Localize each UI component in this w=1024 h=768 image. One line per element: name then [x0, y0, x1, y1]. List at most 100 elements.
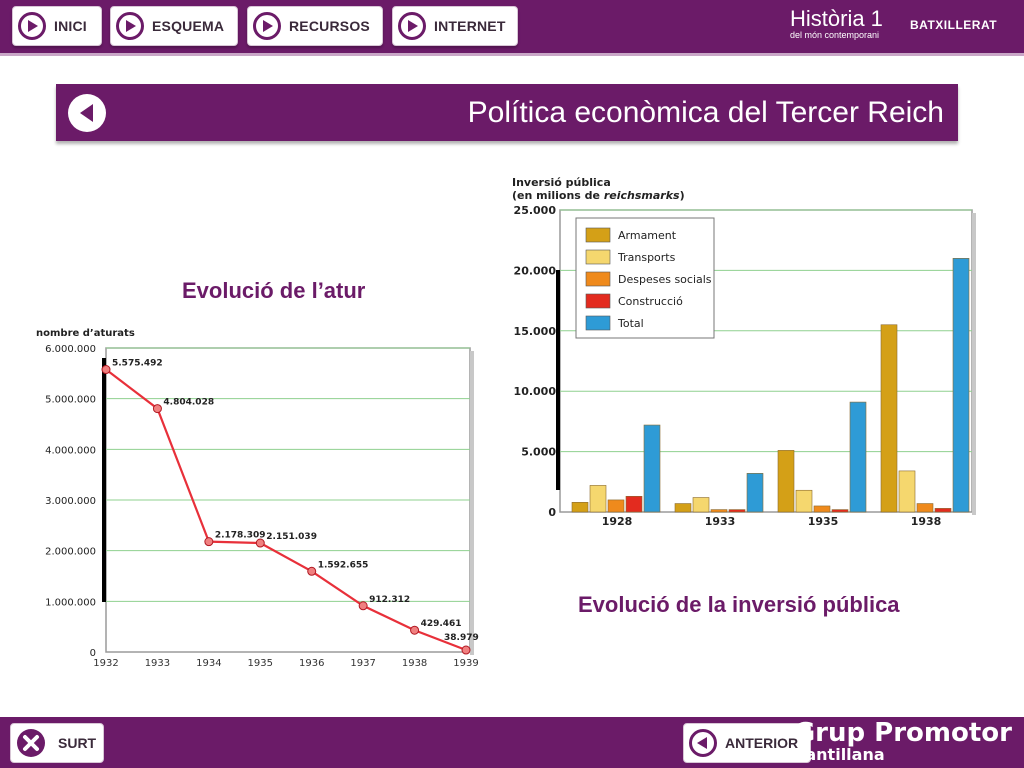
data-label: 2.151.039: [266, 532, 317, 542]
bar-total: [952, 258, 970, 513]
nav-button-recursos[interactable]: RECURSOS: [247, 6, 383, 46]
bar-despeses-socials: [607, 499, 625, 513]
legend-label: Construcció: [618, 295, 683, 308]
y-tick-label: 25.000: [514, 204, 557, 217]
x-tick-label: 1934: [196, 658, 221, 669]
y-axis-label-line1: Inversió pública: [512, 176, 611, 189]
exit-button[interactable]: SURT: [10, 723, 104, 763]
previous-arrow-icon: [689, 729, 717, 757]
logo-line1: Grup Promotor: [793, 718, 1012, 748]
back-arrow-icon: [80, 104, 93, 122]
y-axis-bar: [556, 270, 560, 490]
series-line: [105, 368, 467, 652]
y-tick-label: 5.000.000: [45, 395, 96, 406]
y-tick-label: 4.000.000: [45, 445, 96, 456]
y-tick-label: 6.000.000: [45, 344, 96, 355]
x-tick-label: 1937: [350, 658, 375, 669]
data-label: 4.804.028: [163, 398, 214, 408]
bar-construcció: [625, 495, 643, 513]
top-navigation-bar: INICI ESQUEMA RECURSOS INTERNET Història…: [0, 0, 1024, 53]
legend-swatch: [585, 249, 611, 265]
legend-label: Despeses socials: [618, 273, 712, 286]
data-point: [358, 601, 368, 611]
previous-button-label: ANTERIOR: [725, 735, 799, 751]
brand-block: Història 1 del món contemporani BATXILLE…: [790, 6, 1002, 50]
top-bar-divider: [0, 53, 1024, 56]
exit-button-label: SURT: [58, 735, 97, 751]
legend-label: Armament: [618, 229, 677, 242]
bar-transports: [692, 497, 710, 513]
nav-button-inici[interactable]: INICI: [12, 6, 102, 46]
nav-button-label: INICI: [54, 18, 87, 34]
nav-button-label: ESQUEMA: [152, 18, 225, 34]
brand-badge: BATXILLERAT: [910, 18, 998, 32]
bar-total: [643, 424, 661, 513]
bar-armament: [674, 503, 692, 513]
page-title: Política econòmica del Tercer Reich: [467, 96, 944, 129]
bar-armament: [880, 324, 898, 513]
logo-line2: Santillana: [793, 745, 885, 764]
close-icon: [17, 729, 45, 757]
y-axis-bar: [102, 358, 106, 602]
unemployment-line-chart: 0 1.000.000 2.000.000 3.000.000 4.000.000 5.0…: [36, 328, 479, 669]
x-tick-label: 1938: [402, 658, 427, 669]
data-point: [152, 404, 162, 414]
bar-despeses-socials: [710, 509, 728, 513]
data-label: 2.178.309: [215, 531, 266, 541]
nav-button-label: INTERNET: [434, 18, 506, 34]
y-tick-label: 1.000.000: [45, 597, 96, 608]
x-tick-label: 1939: [453, 658, 478, 669]
nav-button-internet[interactable]: INTERNET: [392, 6, 518, 46]
x-tick-label: 1935: [808, 515, 839, 528]
y-tick-label: 0: [548, 506, 556, 519]
bar-despeses-socials: [813, 505, 831, 513]
legend-swatch: [585, 293, 611, 309]
plot-shadow: [470, 351, 474, 655]
previous-button[interactable]: ANTERIOR: [683, 723, 811, 763]
x-tick-label: 1933: [705, 515, 736, 528]
y-axis-label-line2: (en milions de reichsmarks): [512, 189, 685, 202]
plot-shadow: [972, 213, 976, 515]
legend-label: Total: [617, 317, 644, 330]
title-banner: Política econòmica del Tercer Reich: [56, 84, 958, 141]
data-label: 912.312: [369, 595, 410, 605]
nav-button-esquema[interactable]: ESQUEMA: [110, 6, 238, 46]
play-icon: [253, 12, 281, 40]
y-tick-label: 10.000: [514, 385, 557, 398]
data-point: [204, 537, 214, 547]
bar-total: [746, 473, 764, 513]
y-tick-label: 15.000: [514, 325, 557, 338]
bar-despeses-socials: [916, 503, 934, 513]
x-tick-label: 1928: [602, 515, 633, 528]
x-tick-label: 1933: [145, 658, 170, 669]
y-tick-label: 5.000: [521, 446, 556, 459]
data-label: 38.979: [444, 633, 479, 643]
y-tick-label: 3.000.000: [45, 496, 96, 507]
x-tick-label: 1936: [299, 658, 324, 669]
publisher-logo: Grup Promotor Santillana: [794, 720, 1012, 763]
brand-title: Història 1: [790, 6, 883, 31]
play-icon: [18, 12, 46, 40]
caption-public-investment: Evolució de la inversió pública: [578, 592, 900, 617]
data-point: [461, 645, 471, 655]
back-button[interactable]: [68, 94, 106, 132]
y-tick-label: 2.000.000: [45, 547, 96, 558]
bar-armament: [571, 502, 589, 513]
play-icon: [398, 12, 426, 40]
data-point: [307, 566, 317, 576]
legend-swatch: [585, 271, 611, 287]
public-investment-bar-chart: 0 5.000 10.000 15.000 20.000 25.000 Inversió p…: [512, 176, 976, 528]
y-tick-label: 0: [90, 648, 96, 659]
data-label: 5.575.492: [112, 359, 163, 369]
bar-transports: [589, 485, 607, 513]
bar-construcció: [728, 509, 746, 513]
data-point: [101, 365, 111, 375]
bar-construcció: [934, 508, 952, 513]
y-axis-label: nombre d’aturats: [36, 328, 135, 339]
brand-subtitle: del món contemporani: [790, 30, 880, 40]
data-point: [255, 538, 265, 548]
legend-swatch: [585, 227, 611, 243]
caption-unemployment: Evolució de l’atur: [182, 278, 366, 303]
x-tick-label: 1935: [248, 658, 273, 669]
